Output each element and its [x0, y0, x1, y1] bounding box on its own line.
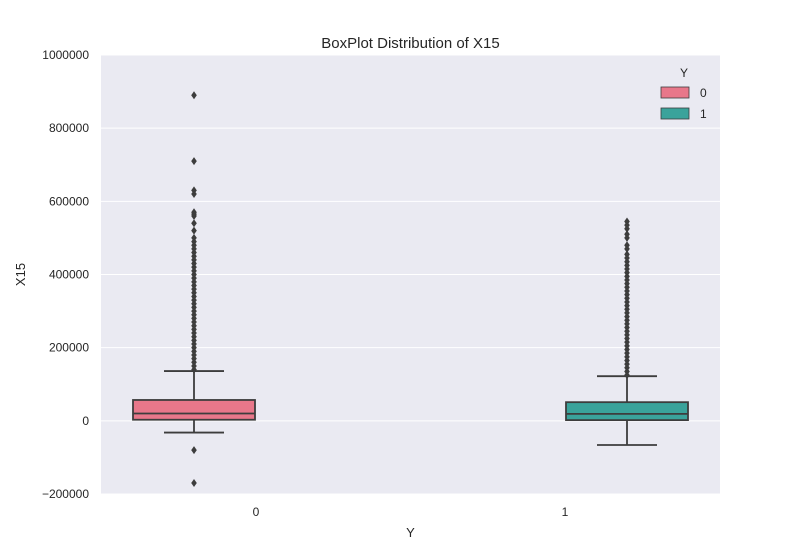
legend-title: Y: [680, 66, 688, 80]
outlier-point: [191, 186, 197, 195]
y-tick-label: 0: [82, 414, 89, 428]
y-tick-labels: −200000 0 200000 400000 600000 800000 1000000: [42, 48, 89, 501]
y-tick-label: 600000: [49, 194, 89, 208]
outlier-point: [191, 233, 197, 242]
box-layer: [132, 91, 689, 488]
outlier-point: [624, 241, 630, 250]
outlier-point: [191, 208, 197, 217]
x-tick-label: 0: [253, 505, 260, 519]
outlier-point: [191, 479, 197, 488]
outlier-point: [191, 446, 197, 455]
outlier-point: [624, 230, 630, 239]
box-group-1: [565, 217, 689, 446]
y-tick-label: 200000: [49, 341, 89, 355]
outlier-point: [624, 217, 630, 226]
y-tick-label: −200000: [42, 487, 89, 501]
legend-swatch-0: [660, 86, 690, 99]
outlier-point: [191, 219, 197, 228]
outlier-point: [624, 250, 630, 259]
legend: Y 0 1: [660, 66, 707, 121]
box-iqr: [132, 399, 256, 421]
y-tick-label: 400000: [49, 268, 89, 282]
box-iqr: [565, 401, 689, 422]
outlier-point: [191, 157, 197, 166]
grid-lines: [101, 54, 720, 495]
outlier-point: [191, 226, 197, 235]
box-group-0: [132, 91, 256, 488]
y-tick-label: 1000000: [42, 48, 89, 62]
y-tick-label: 800000: [49, 121, 89, 135]
chart-title: BoxPlot Distribution of X15: [321, 35, 499, 52]
legend-swatch-1: [660, 107, 690, 120]
y-axis-label: X15: [13, 263, 28, 286]
x-axis-label: Y: [406, 525, 415, 540]
outlier-point: [191, 91, 197, 100]
legend-label-1: 1: [700, 107, 707, 121]
x-tick-label: 1: [562, 505, 569, 519]
legend-label-0: 0: [700, 86, 707, 100]
